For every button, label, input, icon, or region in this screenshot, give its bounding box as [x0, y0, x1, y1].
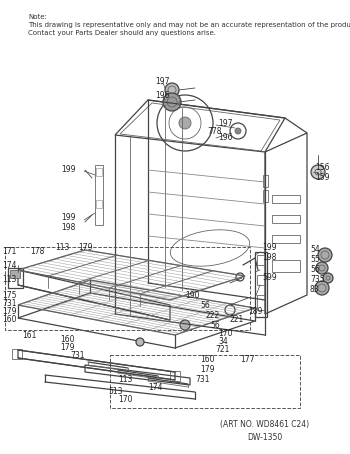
Bar: [257, 255, 265, 265]
Text: 199: 199: [62, 213, 76, 222]
Text: 198: 198: [262, 253, 276, 262]
Text: 179: 179: [60, 344, 75, 352]
Text: 55: 55: [310, 256, 320, 265]
Bar: [272, 235, 300, 243]
Text: 179: 179: [2, 307, 16, 316]
Text: 221: 221: [230, 316, 244, 325]
Text: 159: 159: [315, 173, 329, 183]
Circle shape: [315, 281, 329, 295]
Text: 160: 160: [2, 316, 16, 325]
Bar: [96, 168, 102, 176]
Text: 175: 175: [2, 291, 16, 301]
Circle shape: [179, 117, 191, 129]
Text: 113: 113: [118, 375, 132, 385]
Bar: [95, 165, 103, 225]
Bar: [12, 349, 22, 359]
Text: 83: 83: [310, 286, 320, 295]
Text: 196: 196: [218, 133, 232, 143]
Text: 161: 161: [22, 331, 36, 340]
Text: 54: 54: [310, 246, 320, 255]
Text: 56: 56: [210, 321, 220, 330]
Text: 160: 160: [60, 336, 75, 345]
Text: 731: 731: [195, 375, 210, 385]
Text: 189: 189: [248, 307, 262, 316]
Text: 198: 198: [62, 223, 76, 232]
Text: 721: 721: [215, 345, 229, 355]
Text: Note:
This drawing is representative only and may not be an accurate representat: Note: This drawing is representative onl…: [28, 14, 350, 36]
Circle shape: [180, 320, 190, 330]
Bar: [263, 190, 268, 202]
Circle shape: [136, 338, 144, 346]
Circle shape: [165, 83, 179, 97]
Text: 731: 731: [70, 351, 84, 360]
Text: 170: 170: [218, 330, 232, 339]
Text: (ART NO. WD8461 C24)
DW-1350: (ART NO. WD8461 C24) DW-1350: [220, 420, 309, 441]
Circle shape: [163, 93, 181, 111]
Text: 34: 34: [218, 337, 228, 346]
Text: 56: 56: [310, 266, 320, 275]
Bar: [272, 260, 300, 272]
Circle shape: [235, 128, 241, 134]
Text: 177: 177: [240, 355, 254, 365]
Bar: [8, 268, 23, 288]
Bar: [170, 371, 180, 381]
Text: 778: 778: [207, 128, 222, 137]
Bar: [255, 252, 267, 317]
Bar: [10, 270, 20, 278]
Text: 731: 731: [2, 300, 16, 309]
Text: 171: 171: [2, 247, 16, 257]
Text: 197: 197: [218, 119, 232, 128]
Text: 160: 160: [200, 355, 215, 365]
Text: 156: 156: [315, 163, 329, 172]
Text: 56: 56: [200, 301, 210, 311]
Text: 222: 222: [205, 311, 219, 321]
Text: 113: 113: [55, 243, 69, 252]
Text: 179: 179: [200, 365, 215, 375]
Text: 113: 113: [2, 276, 16, 285]
Bar: [257, 275, 265, 285]
Text: 179: 179: [78, 243, 92, 252]
Text: 197: 197: [155, 78, 169, 87]
Bar: [257, 295, 265, 310]
Bar: [96, 200, 102, 208]
Text: 735: 735: [310, 276, 325, 285]
Circle shape: [316, 262, 328, 274]
Circle shape: [323, 273, 333, 283]
Text: 190: 190: [185, 291, 199, 300]
Text: 599: 599: [262, 273, 276, 282]
Circle shape: [311, 165, 325, 179]
Text: 196: 196: [155, 90, 169, 99]
Bar: [272, 195, 300, 203]
Text: 174: 174: [148, 384, 162, 393]
Bar: [263, 175, 268, 187]
Text: 174: 174: [2, 261, 16, 270]
Text: 178: 178: [30, 247, 44, 257]
Text: 199: 199: [262, 242, 276, 252]
Text: 170: 170: [118, 395, 133, 405]
Circle shape: [318, 248, 332, 262]
Text: 513: 513: [108, 388, 122, 396]
Bar: [272, 215, 300, 223]
Text: 199: 199: [62, 166, 76, 174]
